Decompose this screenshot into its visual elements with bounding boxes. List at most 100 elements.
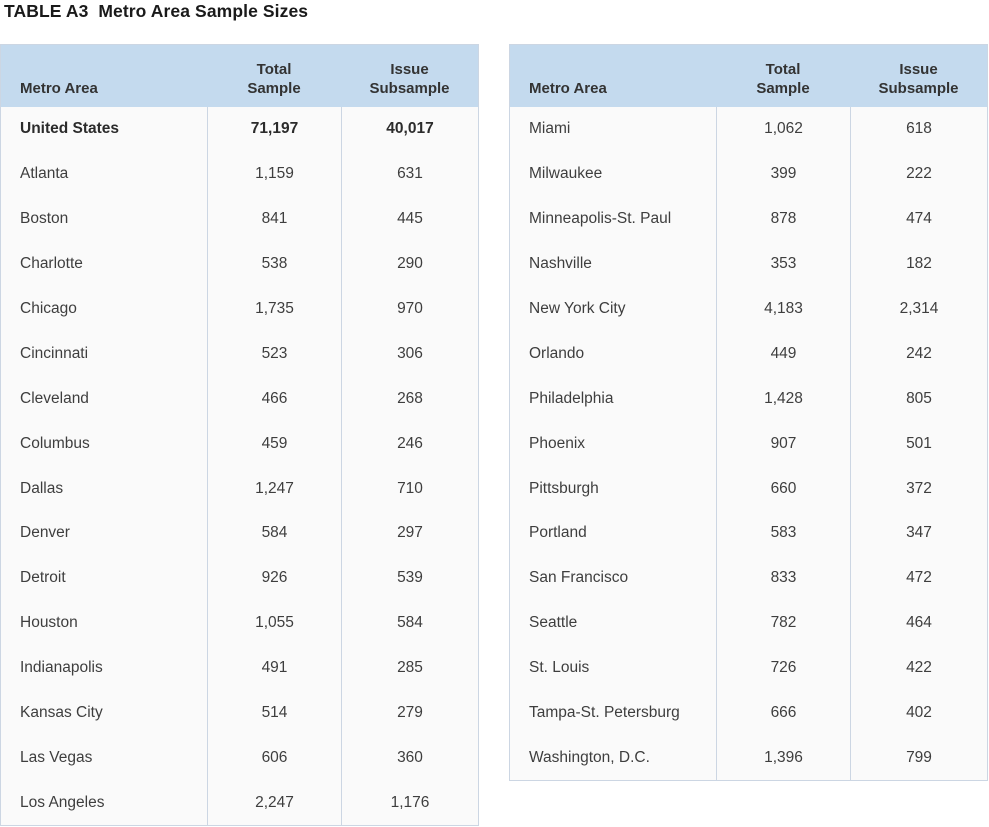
metro-table-right: Metro Area Total Sample Issue Subsample … — [509, 44, 988, 782]
issue-subsample-cell: 297 — [341, 511, 478, 556]
metro-table-left: Metro Area Total Sample Issue Subsample … — [0, 44, 479, 827]
metro-area-cell: Houston — [20, 614, 78, 632]
total-sample-cell: 459 — [207, 421, 341, 467]
table-row: Indianapolis 491 285 — [1, 645, 478, 691]
total-sample-cell: 841 — [207, 196, 341, 242]
total-sample-cell: 584 — [207, 511, 341, 556]
total-sample-cell: 538 — [207, 241, 341, 287]
table-header-row: Metro Area Total Sample Issue Subsample — [1, 45, 478, 107]
table-row: Detroit 926 539 — [1, 555, 478, 601]
column-header-issue-subsample: Issue Subsample — [369, 61, 450, 97]
table-row: Chicago 1,735 970 — [1, 286, 478, 332]
table-row: Pittsburgh 660 372 — [510, 466, 987, 512]
table-row: Portland 583 347 — [510, 511, 987, 556]
total-sample-cell: 2,247 — [207, 780, 341, 826]
table-row: Philadelphia 1,428 805 — [510, 376, 987, 422]
metro-area-cell: Charlotte — [20, 255, 83, 273]
issue-subsample-cell: 799 — [850, 735, 987, 781]
issue-subsample-cell: 472 — [850, 555, 987, 601]
total-sample-cell: 1,055 — [207, 600, 341, 646]
issue-subsample-cell: 279 — [341, 690, 478, 736]
metro-area-cell: Denver — [20, 524, 70, 542]
issue-subsample-cell: 539 — [341, 555, 478, 601]
issue-subsample-cell: 306 — [341, 331, 478, 377]
metro-area-cell: Detroit — [20, 569, 66, 587]
issue-subsample-cell: 290 — [341, 241, 478, 287]
metro-area-cell: Seattle — [529, 614, 578, 632]
table-row: Minneapolis-St. Paul 878 474 — [510, 196, 987, 242]
table-row: Columbus 459 246 — [1, 421, 478, 467]
total-sample-cell: 726 — [716, 645, 850, 691]
table-row: Kansas City 514 279 — [1, 690, 478, 736]
total-sample-cell: 833 — [716, 555, 850, 601]
table-row: Denver 584 297 — [1, 511, 478, 556]
table-row: Charlotte 538 290 — [1, 241, 478, 287]
metro-area-cell: San Francisco — [529, 569, 629, 587]
issue-subsample-cell: 246 — [341, 421, 478, 467]
table-row: New York City 4,183 2,314 — [510, 286, 987, 332]
table-row: Washington, D.C. 1,396 799 — [510, 735, 987, 781]
metro-area-cell: Orlando — [529, 344, 585, 362]
metro-area-cell: Cincinnati — [20, 344, 89, 362]
metro-area-cell: Phoenix — [529, 434, 586, 452]
issue-subsample-cell: 222 — [850, 151, 987, 197]
total-sample-cell: 907 — [716, 421, 850, 467]
table-row: Nashville 353 182 — [510, 241, 987, 287]
metro-area-cell: St. Louis — [529, 659, 590, 677]
issue-subsample-cell: 402 — [850, 690, 987, 736]
issue-subsample-cell: 268 — [341, 376, 478, 422]
issue-subsample-cell: 464 — [850, 600, 987, 646]
total-sample-cell: 399 — [716, 151, 850, 197]
table-row: Seattle 782 464 — [510, 600, 987, 646]
total-sample-cell: 1,159 — [207, 151, 341, 197]
table-row: Houston 1,055 584 — [1, 600, 478, 646]
issue-subsample-cell: 474 — [850, 196, 987, 242]
metro-area-cell: United States — [20, 120, 120, 138]
total-sample-cell: 1,428 — [716, 376, 850, 422]
total-sample-cell: 491 — [207, 645, 341, 691]
metro-area-cell: Miami — [529, 120, 571, 138]
issue-subsample-cell: 285 — [341, 645, 478, 691]
issue-subsample-cell: 422 — [850, 645, 987, 691]
table-body: Miami 1,062 618 Milwaukee 399 222 Minnea… — [510, 107, 987, 781]
total-sample-cell: 523 — [207, 331, 341, 377]
metro-area-cell: Milwaukee — [529, 165, 603, 183]
total-sample-cell: 4,183 — [716, 286, 850, 332]
metro-area-cell: Columbus — [20, 434, 90, 452]
metro-area-cell: Las Vegas — [20, 748, 93, 766]
table-row: Las Vegas 606 360 — [1, 735, 478, 781]
metro-area-cell: Pittsburgh — [529, 479, 599, 497]
issue-subsample-cell: 360 — [341, 735, 478, 781]
issue-subsample-cell: 347 — [850, 511, 987, 556]
column-header-total-sample: Total Sample — [247, 61, 301, 97]
table-body: United States 71,197 40,017 Atlanta 1,15… — [1, 107, 478, 826]
total-sample-cell: 878 — [716, 196, 850, 242]
metro-area-cell: Tampa-St. Petersburg — [529, 704, 680, 722]
metro-area-cell: Chicago — [20, 300, 77, 317]
issue-subsample-cell: 242 — [850, 331, 987, 377]
metro-area-cell: Kansas City — [20, 704, 103, 722]
metro-area-cell: Minneapolis-St. Paul — [529, 210, 672, 228]
total-sample-cell: 514 — [207, 690, 341, 736]
issue-subsample-cell: 970 — [341, 286, 478, 332]
table-header-row: Metro Area Total Sample Issue Subsample — [510, 45, 987, 107]
table-row: Cincinnati 523 306 — [1, 331, 478, 377]
table-row: Boston 841 445 — [1, 196, 478, 242]
table-row: Miami 1,062 618 — [510, 107, 987, 152]
issue-subsample-cell: 584 — [341, 600, 478, 646]
metro-area-cell: Indianapolis — [20, 659, 103, 677]
column-header-metro-area: Metro Area — [20, 79, 98, 97]
total-sample-cell: 660 — [716, 466, 850, 512]
table-row: Tampa-St. Petersburg 666 402 — [510, 690, 987, 736]
issue-subsample-cell: 618 — [850, 107, 987, 152]
column-header-metro-area: Metro Area — [529, 79, 607, 97]
total-sample-cell: 353 — [716, 241, 850, 287]
table-row: Phoenix 907 501 — [510, 421, 987, 467]
table-row: Dallas 1,247 710 — [1, 466, 478, 512]
metro-area-cell: Dallas — [20, 479, 64, 497]
issue-subsample-cell: 501 — [850, 421, 987, 467]
page-title: TABLE A3 Metro Area Sample Sizes — [4, 1, 309, 21]
issue-subsample-cell: 445 — [341, 196, 478, 242]
total-sample-cell: 1,062 — [716, 107, 850, 152]
issue-subsample-cell: 710 — [341, 466, 478, 512]
